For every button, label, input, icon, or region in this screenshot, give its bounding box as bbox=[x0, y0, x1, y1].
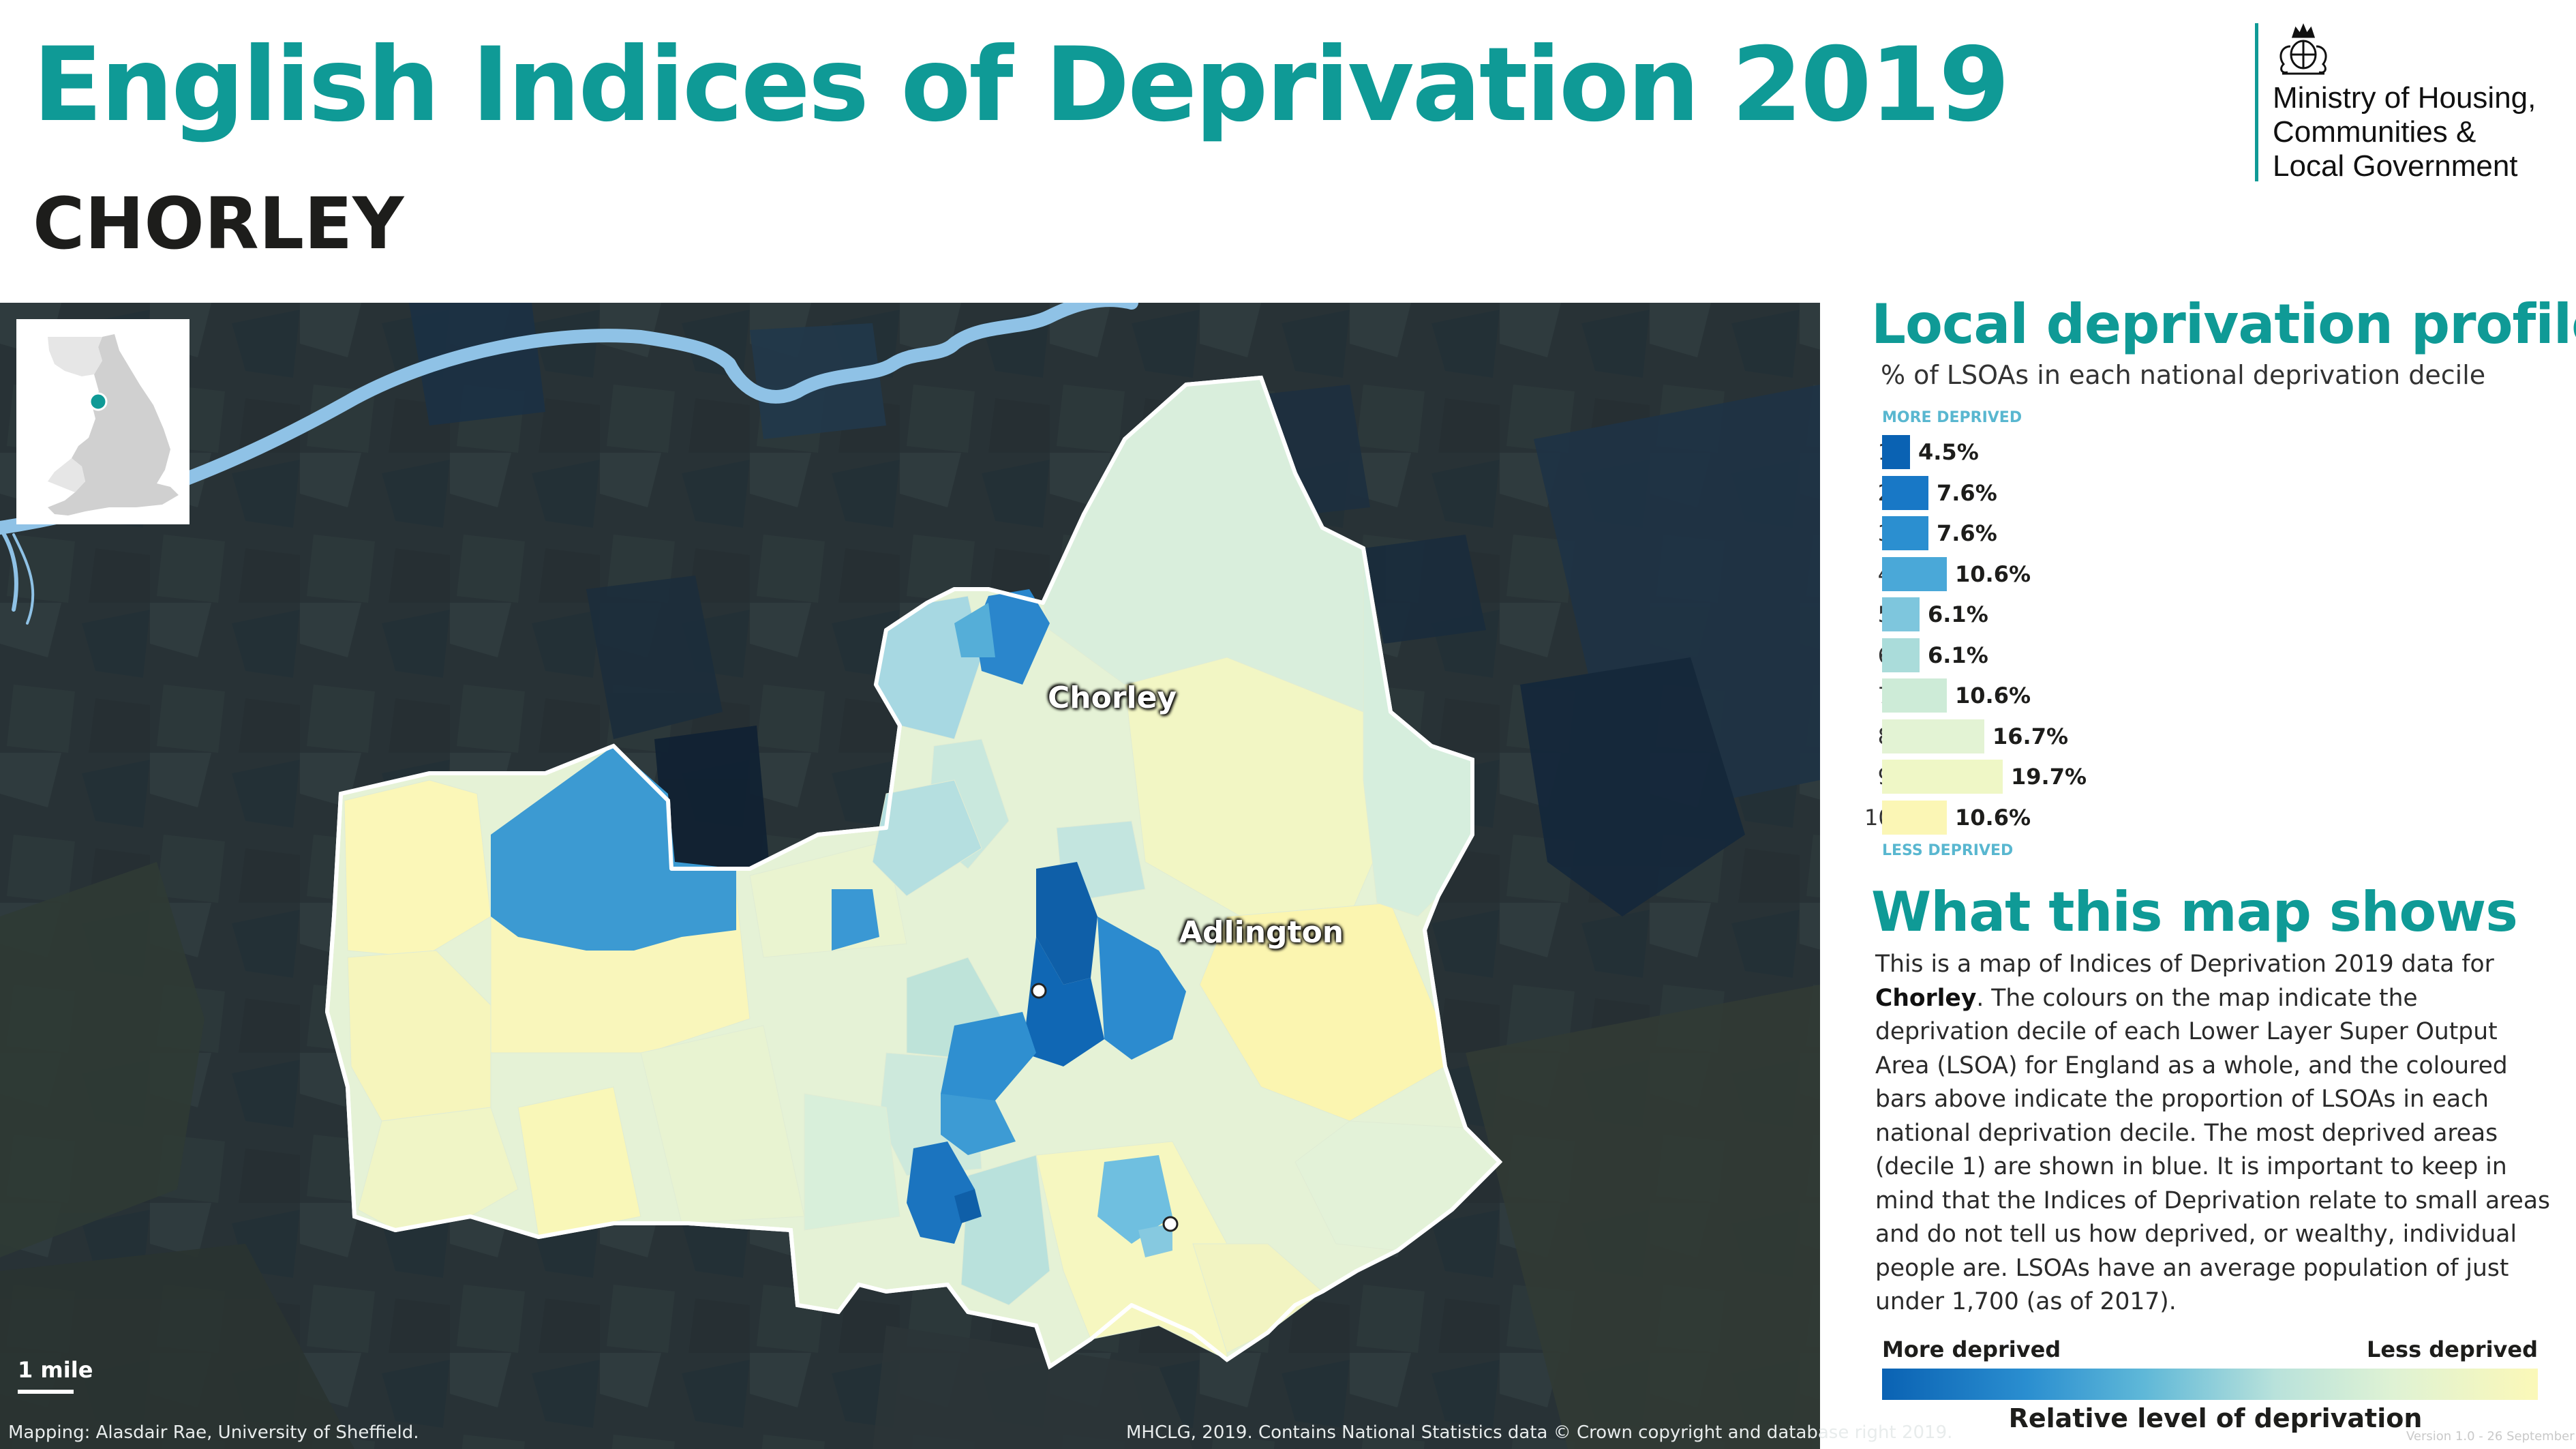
decile-row: 10 10.6% bbox=[1864, 800, 2348, 840]
decile-bar bbox=[1882, 597, 1920, 631]
legend-less-label: Less deprived bbox=[2366, 1336, 2538, 1362]
decile-bar bbox=[1882, 556, 1947, 591]
explainer-text: This is a map of Indices of Deprivation … bbox=[1875, 948, 2557, 1319]
map-credit-left: Mapping: Alasdair Rae, University of She… bbox=[8, 1422, 419, 1443]
deprivation-map[interactable]: Chorley Adlington bbox=[0, 303, 1820, 1449]
decile-bar bbox=[1882, 638, 1920, 672]
decile-percent-label: 19.7% bbox=[2011, 764, 2087, 790]
decile-bar bbox=[1882, 516, 1928, 550]
logo-rule bbox=[2255, 23, 2258, 181]
decile-row: 14.5% bbox=[1871, 435, 2348, 475]
decile-bar bbox=[1882, 800, 1947, 835]
royal-crest-icon bbox=[2279, 23, 2327, 75]
decile-row: 66.1% bbox=[1871, 638, 2348, 678]
less-deprived-tag: LESS DEPRIVED bbox=[1882, 842, 2014, 859]
explainer-title: What this map shows bbox=[1871, 880, 2518, 944]
mhclg-logo: Ministry of Housing, Communities & Local… bbox=[2255, 23, 2569, 183]
logo-line-3: Local Government bbox=[2273, 149, 2518, 183]
map-credit-right: MHCLG, 2019. Contains National Statistic… bbox=[1126, 1422, 1953, 1443]
scale-bar-label: 1 mile bbox=[18, 1357, 93, 1383]
explainer-text-start: This is a map of Indices of Deprivation … bbox=[1875, 951, 2494, 978]
legend-gradient bbox=[1882, 1369, 2538, 1400]
legend-title: Relative level of deprivation bbox=[2008, 1403, 2423, 1433]
decile-bar bbox=[1882, 678, 1947, 713]
explainer-area-name: Chorley bbox=[1875, 984, 1977, 1012]
decile-bar bbox=[1882, 719, 1984, 753]
decile-bar bbox=[1882, 435, 1910, 469]
decile-percent-label: 7.6% bbox=[1937, 479, 1997, 506]
adlington-marker bbox=[1162, 1216, 1179, 1232]
decile-row: 816.7% bbox=[1871, 719, 2348, 759]
decile-percent-label: 6.1% bbox=[1928, 642, 1988, 668]
chorley-marker bbox=[1031, 983, 1047, 999]
town-label-chorley: Chorley bbox=[1048, 681, 1177, 715]
decile-row: 56.1% bbox=[1871, 597, 2348, 637]
decile-percent-label: 7.6% bbox=[1937, 520, 1997, 546]
explainer-text-end: . The colours on the map indicate the de… bbox=[1875, 984, 2550, 1316]
decile-row: 410.6% bbox=[1871, 556, 2348, 597]
decile-row: 710.6% bbox=[1871, 678, 2348, 718]
legend-more-label: More deprived bbox=[1882, 1336, 2061, 1362]
scale-bar bbox=[18, 1390, 74, 1394]
deprived-lsoas bbox=[491, 589, 1186, 1257]
decile-row: 37.6% bbox=[1871, 516, 2348, 556]
logo-line-2: Communities & bbox=[2273, 115, 2476, 149]
decile-row: 27.6% bbox=[1871, 475, 2348, 516]
area-name: CHORLEY bbox=[33, 182, 404, 265]
lsoa-patches bbox=[344, 377, 1500, 1360]
surrounding-areas bbox=[0, 303, 1820, 1449]
decile-bar bbox=[1882, 760, 2003, 794]
decile-row: 919.7% bbox=[1871, 760, 2348, 799]
profile-subtitle: % of LSOAs in each national deprivation … bbox=[1881, 360, 2486, 390]
town-label-adlington: Adlington bbox=[1179, 915, 1344, 950]
decile-bar bbox=[1882, 475, 1928, 510]
england-locator-map-icon bbox=[16, 319, 190, 524]
profile-title: Local deprivation profile bbox=[1871, 293, 2576, 356]
more-deprived-tag: MORE DEPRIVED bbox=[1882, 409, 2022, 426]
decile-percent-label: 10.6% bbox=[1955, 804, 2031, 831]
decile-percent-label: 10.6% bbox=[1955, 683, 2031, 708]
river-ribble bbox=[0, 303, 1138, 625]
map-canvas bbox=[0, 303, 1820, 1449]
decile-percent-label: 4.5% bbox=[1918, 439, 1979, 465]
page-title: English Indices of Deprivation 2019 bbox=[33, 26, 2010, 145]
logo-line-1: Ministry of Housing, bbox=[2273, 81, 2536, 115]
decile-percent-label: 6.1% bbox=[1928, 601, 1988, 627]
decile-percent-label: 10.6% bbox=[1955, 561, 2031, 587]
info-panel: Local deprivation profile % of LSOAs in … bbox=[1864, 293, 2576, 1446]
version-note: Version 1.0 - 26 September 2019 bbox=[2406, 1429, 2576, 1444]
decile-percent-label: 16.7% bbox=[1992, 723, 2069, 749]
